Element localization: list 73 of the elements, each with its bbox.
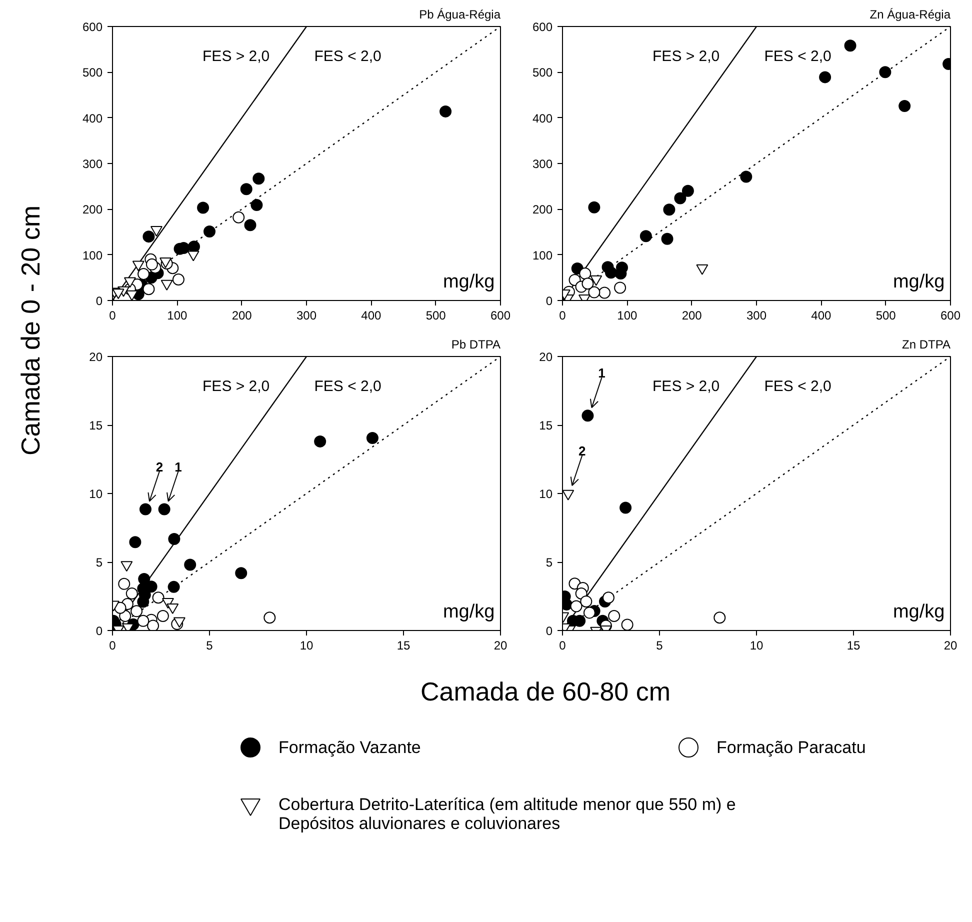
chart-title: Pb DTPA — [451, 338, 500, 352]
annotation: FES > 2,0 — [202, 48, 270, 65]
y-tick-label: 10 — [89, 487, 103, 501]
y-tick-label: 20 — [539, 350, 553, 364]
y-tick-label: 500 — [532, 66, 553, 80]
annotation: FES < 2,0 — [314, 378, 382, 395]
x-tick-label: 15 — [396, 638, 410, 652]
x-tick-label: 300 — [296, 308, 317, 322]
annotation: FES > 2,0 — [652, 48, 720, 65]
y-tick-label: 15 — [539, 418, 553, 432]
y-tick-label: 20 — [89, 350, 103, 364]
x-tick-label: 0 — [109, 638, 116, 652]
y-tick-label: 0 — [96, 294, 103, 308]
x-tick-label: 0 — [109, 308, 116, 322]
annotation: FES < 2,0 — [764, 48, 832, 65]
annotation: mg/kg — [442, 601, 495, 622]
y-tick-label: 0 — [96, 624, 103, 638]
annotation: FES > 2,0 — [202, 378, 270, 395]
annotation: mg/kg — [442, 271, 495, 292]
y-tick-label: 5 — [546, 556, 553, 570]
y-tick-label: 0 — [546, 294, 553, 308]
x-tick-label: 400 — [811, 308, 832, 322]
x-tick-label: 500 — [426, 308, 446, 322]
chart-title: Pb Água-Régia — [419, 8, 501, 22]
x-tick-label: 300 — [746, 308, 767, 322]
y-tick-label: 400 — [532, 111, 553, 126]
y-tick-label: 400 — [82, 111, 103, 126]
x-tick-label: 20 — [944, 638, 958, 652]
y-tick-label: 500 — [82, 66, 103, 80]
x-tick-label: 0 — [559, 308, 566, 322]
x-tick-label: 600 — [940, 308, 961, 322]
y-tick-label: 0 — [546, 624, 553, 638]
y-tick-label: 100 — [82, 248, 103, 262]
x-tick-label: 10 — [750, 638, 764, 652]
legend-label: Formação Vazante — [278, 738, 421, 757]
annotation: mg/kg — [892, 601, 945, 622]
y-tick-label: 300 — [532, 157, 553, 171]
y-tick-label: 200 — [532, 202, 553, 217]
x-tick-label: 0 — [559, 638, 566, 652]
x-tick-label: 400 — [361, 308, 382, 322]
annotation: FES < 2,0 — [314, 48, 382, 65]
y-tick-label: 100 — [532, 248, 553, 262]
legend-label: Formação Paracatu — [716, 738, 866, 757]
x-tick-label: 500 — [876, 308, 896, 322]
y-tick-label: 300 — [82, 157, 103, 171]
y-tick-label: 10 — [539, 487, 553, 501]
chart-title: Zn DTPA — [902, 338, 950, 352]
x-tick-label: 100 — [167, 308, 188, 322]
x-tick-label: 5 — [206, 638, 214, 652]
annotation: 2 — [578, 444, 586, 458]
y-axis-title: Camada de 0 - 20 cm — [16, 205, 46, 456]
x-tick-label: 200 — [232, 308, 252, 322]
y-tick-label: 600 — [532, 20, 553, 34]
y-tick-label: 15 — [89, 418, 103, 432]
x-tick-label: 600 — [490, 308, 511, 322]
annotation: mg/kg — [892, 271, 945, 292]
annotation: 1 — [174, 459, 182, 474]
y-tick-label: 200 — [82, 202, 103, 217]
x-tick-label: 5 — [656, 638, 664, 652]
annotation: 1 — [598, 366, 606, 381]
x-tick-label: 200 — [682, 308, 702, 322]
y-tick-label: 5 — [96, 556, 103, 570]
annotation: FES < 2,0 — [764, 378, 832, 395]
chart-title: Zn Água-Régia — [870, 8, 951, 22]
annotation: 2 — [156, 459, 164, 474]
y-tick-label: 600 — [82, 20, 103, 34]
x-tick-label: 10 — [300, 638, 314, 652]
x-tick-label: 20 — [494, 638, 508, 652]
x-tick-label: 15 — [846, 638, 860, 652]
annotation: FES > 2,0 — [652, 378, 720, 395]
legend-label: Cobertura Detrito-Laterítica (em altitude menor que 550 m) e Depósitos aluvionares e coluvionares — [278, 795, 736, 833]
x-tick-label: 100 — [617, 308, 638, 322]
x-axis-title: Camada de 60-80 cm — [420, 676, 671, 706]
